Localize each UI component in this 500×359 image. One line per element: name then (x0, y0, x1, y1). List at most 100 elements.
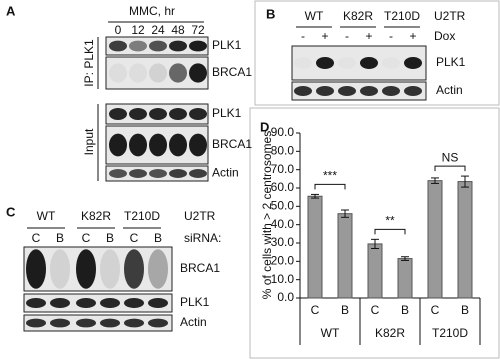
blot-label: Actin (436, 83, 463, 97)
blot-band (189, 133, 207, 157)
blot-band (189, 40, 207, 52)
blot-band (50, 318, 70, 328)
blot-band (169, 108, 187, 120)
blot-band (149, 40, 167, 52)
blot-background (23, 246, 173, 292)
bar (397, 258, 413, 299)
blot-band (76, 318, 96, 328)
dox-sign: + (321, 29, 328, 43)
lane-label: 72 (191, 23, 205, 37)
blot-band (316, 86, 334, 96)
blot-band (100, 298, 120, 308)
error-bar (401, 256, 409, 261)
blot-band (100, 318, 120, 328)
x-tick-label: B (401, 303, 409, 317)
y-tick-label: 80.0 (271, 144, 295, 158)
blot-label: PLK1 (180, 295, 210, 309)
y-tick-label: 50.0 (271, 199, 295, 213)
significance-bracket (374, 228, 406, 235)
blot-band (169, 169, 187, 178)
blot-band (109, 169, 127, 178)
dox-sign: - (301, 29, 305, 43)
significance-bracket (314, 183, 346, 190)
bar (307, 195, 323, 299)
blot-band (294, 86, 312, 96)
blot-band (50, 298, 70, 308)
blot-band (76, 249, 96, 289)
blot-band (382, 57, 400, 69)
panel-label: D (260, 119, 269, 134)
blot-band (26, 298, 46, 308)
lane-label: 48 (171, 23, 185, 37)
dox-sign: - (345, 29, 349, 43)
sirna-lane: C (32, 231, 41, 245)
lane-label: 12 (131, 23, 145, 37)
panel-label: A (6, 3, 16, 18)
group-label: WT (321, 326, 340, 340)
blot-label: BRCA1 (212, 137, 252, 151)
error-bar (461, 175, 469, 188)
blot-band (129, 63, 147, 83)
blot-band (169, 63, 187, 83)
blot-label: Actin (212, 166, 239, 180)
blot-band (148, 298, 168, 308)
group-label: T210D (432, 326, 468, 340)
blot-band (109, 63, 127, 83)
y-tick-label: 60.0 (271, 180, 295, 194)
blot-band (404, 86, 422, 96)
sirna-lane: B (56, 231, 64, 245)
panel-label: C (6, 204, 16, 219)
bar (457, 181, 473, 299)
blot-band (129, 40, 147, 52)
blot-band (149, 108, 167, 120)
sirna-lane: B (154, 231, 162, 245)
group-label: T210D (124, 209, 160, 223)
blot-band (294, 57, 312, 69)
y-axis-label: % of cells with > 2 centrosomes (260, 131, 274, 299)
sirna-label: siRNA: (184, 231, 221, 245)
bar (337, 213, 353, 299)
blot-band (382, 86, 400, 96)
header: MMC, hr (129, 4, 175, 18)
blot-band (109, 108, 127, 120)
blot-band (149, 169, 167, 178)
dox-sign: + (409, 29, 416, 43)
lane-label: 0 (115, 23, 122, 37)
bar (427, 180, 443, 299)
error-bar (341, 209, 349, 218)
blot-band (189, 169, 207, 178)
blot-background (291, 45, 427, 81)
blot-band (100, 249, 120, 289)
blot-band (148, 318, 168, 328)
panel-b-frame (254, 0, 500, 106)
y-tick-label: 0.0 (277, 290, 294, 304)
panel-label: B (266, 6, 275, 21)
error-bar (311, 193, 319, 199)
cell-line: U2TR (434, 9, 466, 23)
blot-label: PLK1 (436, 55, 466, 69)
blot-band (129, 169, 147, 178)
blot-band (124, 249, 144, 289)
blot-band (189, 63, 207, 83)
y-tick-label: 20.0 (271, 254, 295, 268)
blot-band (338, 57, 356, 69)
sirna-lane: C (82, 231, 91, 245)
blot-band (316, 57, 334, 69)
dox-sign: + (365, 29, 372, 43)
y-tick-label: 90.0 (271, 125, 295, 139)
blot-label: PLK1 (212, 106, 242, 120)
blot-band (404, 57, 422, 69)
blot-label: Actin (180, 315, 207, 329)
y-tick-label: 70.0 (271, 162, 295, 176)
y-tick-label: 30.0 (271, 235, 295, 249)
blot-band (109, 40, 127, 52)
y-tick-label: 40.0 (271, 217, 295, 231)
blot-label: BRCA1 (212, 65, 252, 79)
panel-d-frame (249, 107, 500, 359)
blot-band (149, 63, 167, 83)
error-bar (431, 177, 439, 184)
dox-sign: - (389, 29, 393, 43)
blot-band (169, 133, 187, 157)
x-tick-label: C (311, 303, 320, 317)
blot-band (169, 40, 187, 52)
